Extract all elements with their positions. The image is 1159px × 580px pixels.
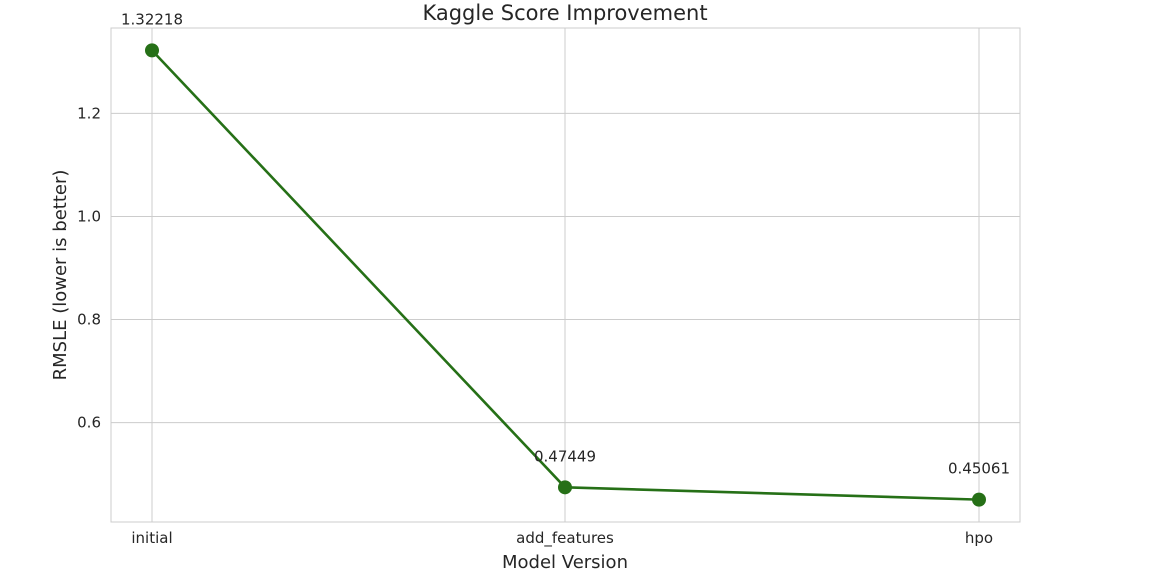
y-tick-label: 0.6 [77, 414, 101, 432]
x-tick-label: add_features [516, 529, 614, 548]
data-point [558, 480, 572, 495]
y-tick-label: 1.2 [77, 104, 101, 122]
chart-title: Kaggle Score Improvement [422, 1, 707, 25]
x-tick-label: hpo [965, 529, 993, 547]
plot-frame [110, 27, 1021, 523]
series-layer: 1.32218 0.47449 0.45061 [121, 10, 1010, 507]
grid [111, 28, 1020, 522]
data-label: 1.32218 [121, 10, 183, 28]
data-point [972, 492, 986, 507]
y-axis-ticks: 0.6 0.8 1.0 1.2 [77, 104, 101, 431]
x-axis-label: Model Version [502, 552, 628, 573]
y-tick-label: 0.8 [77, 311, 101, 329]
y-tick-label: 1.0 [77, 207, 101, 225]
data-label: 0.47449 [534, 447, 596, 465]
data-point [145, 43, 159, 58]
data-label: 0.45061 [948, 460, 1010, 478]
x-tick-label: initial [131, 529, 172, 547]
x-axis-ticks: initial add_features hpo [131, 529, 993, 548]
y-axis-label: RMSLE (lower is better) [50, 170, 71, 381]
